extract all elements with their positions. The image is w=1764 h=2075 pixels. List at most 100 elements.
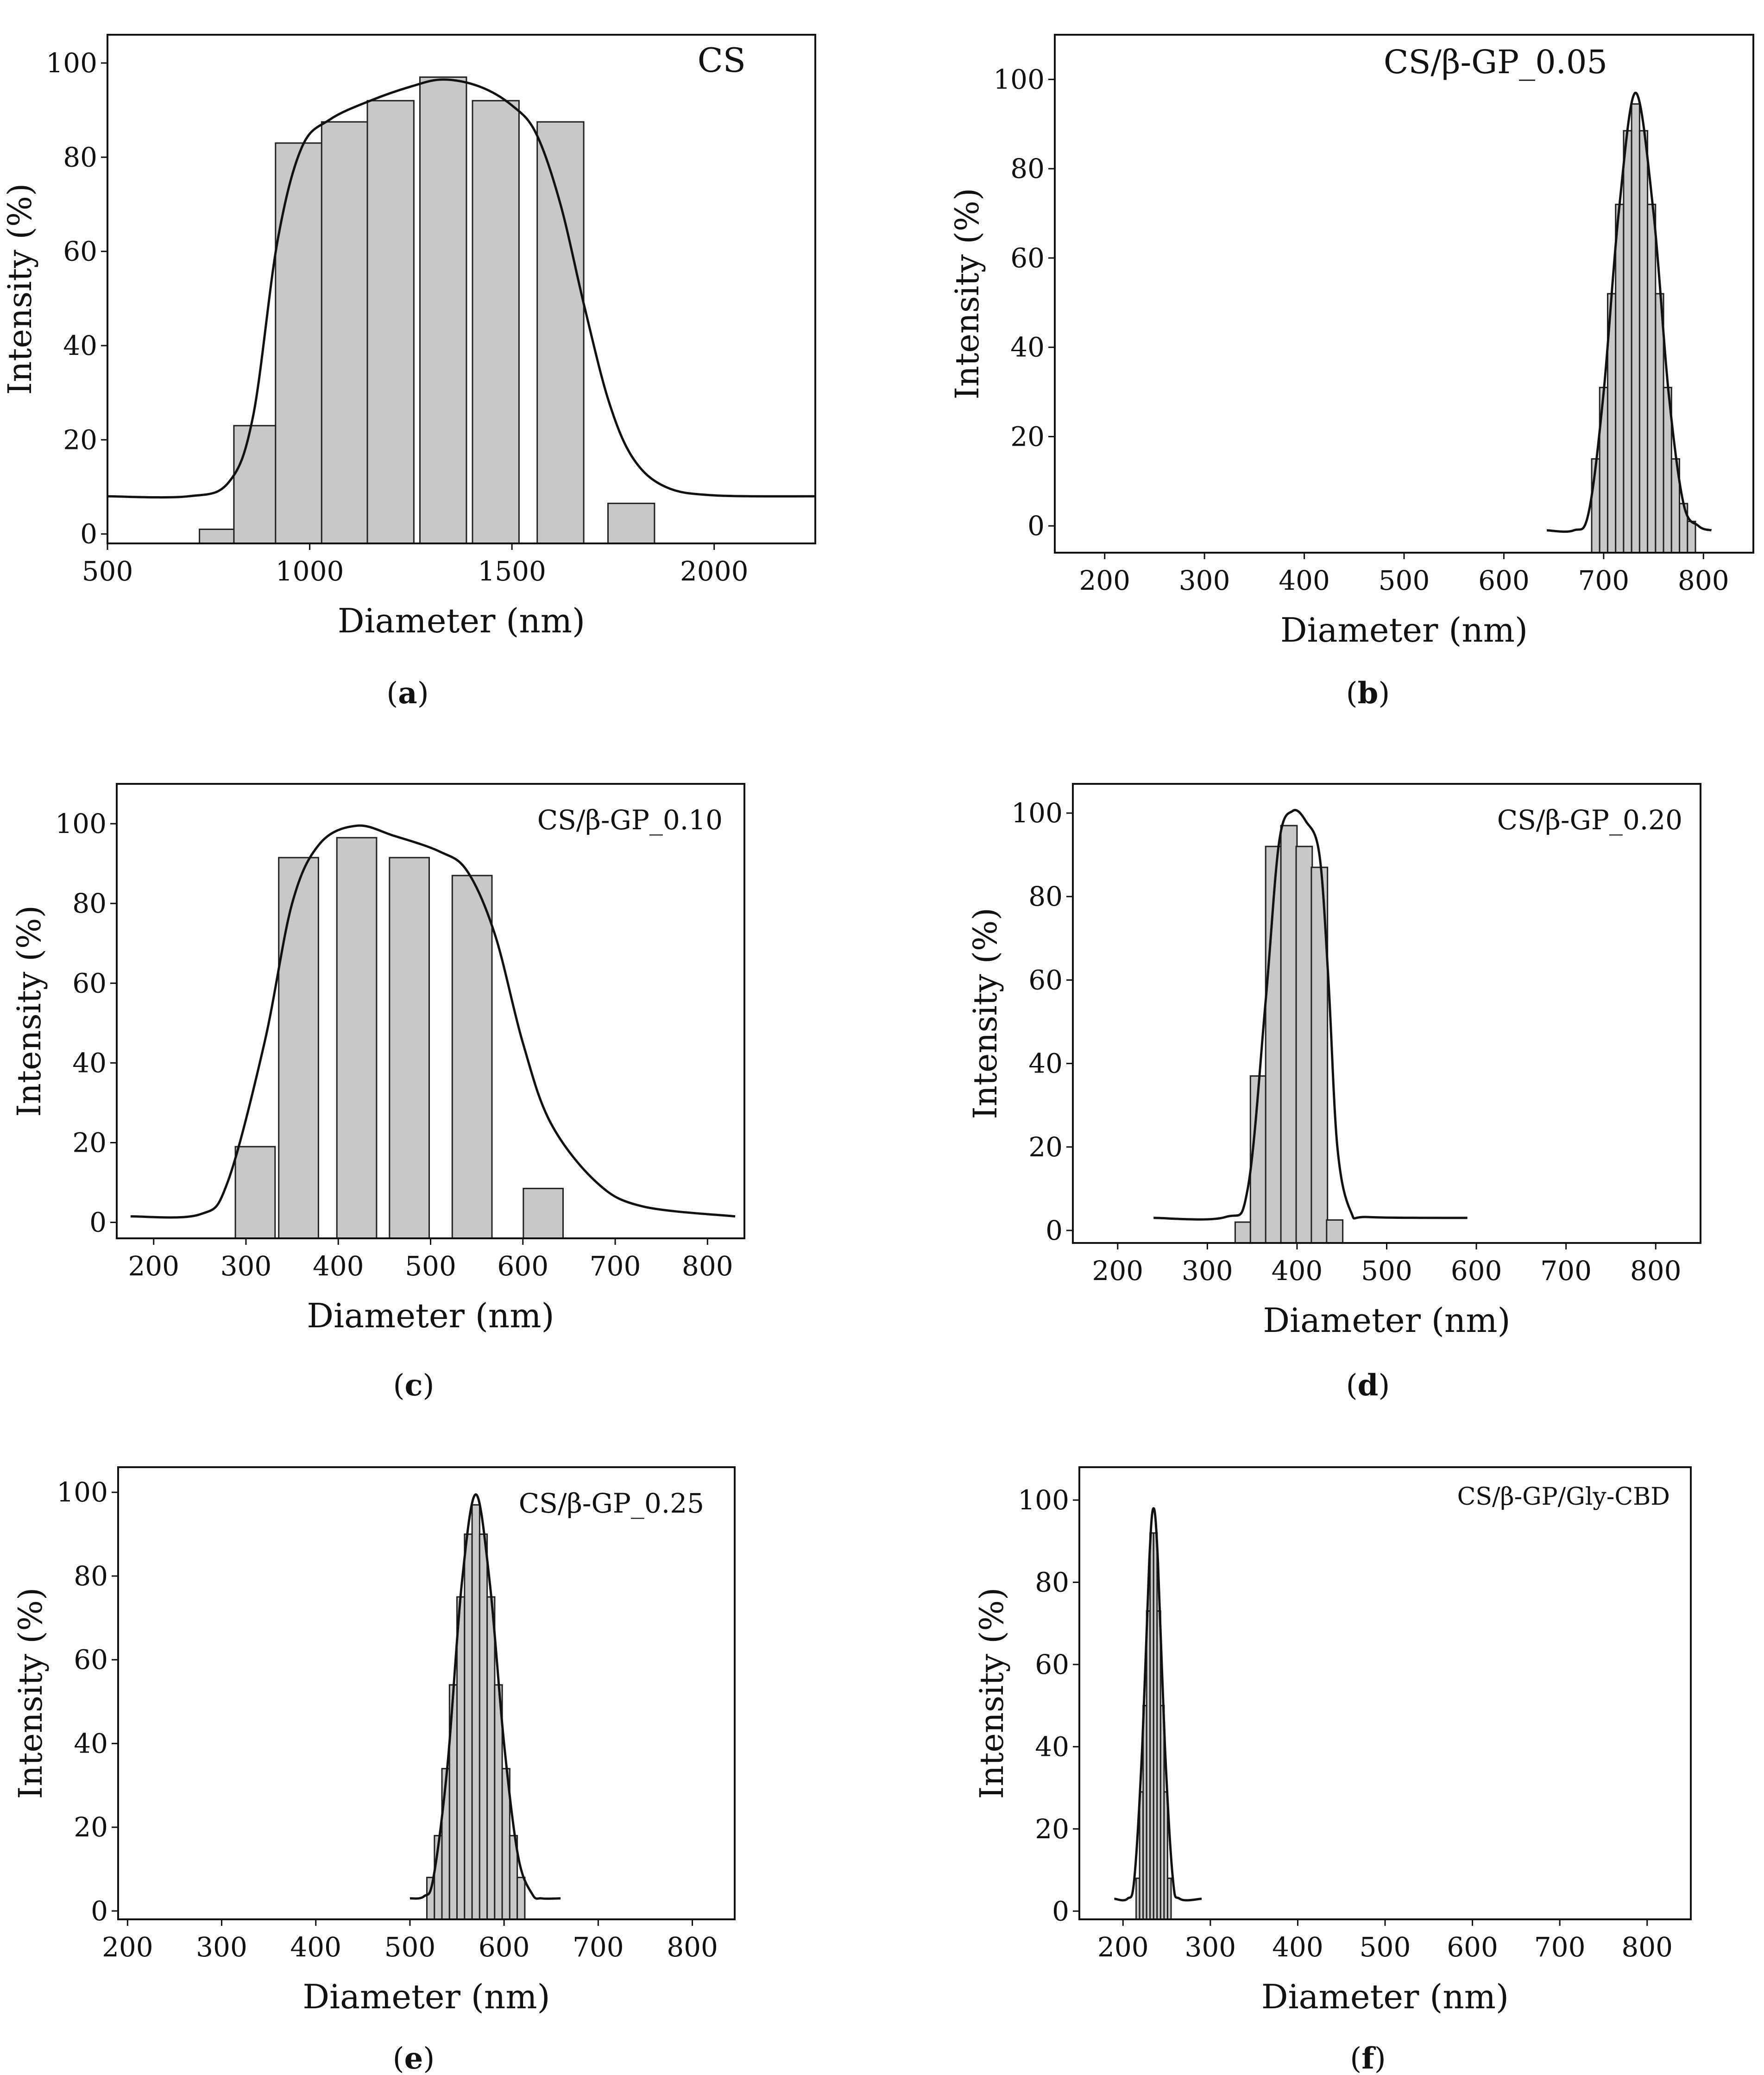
bar-10 xyxy=(1167,1877,1172,1919)
panel-caption: (b) xyxy=(1346,676,1390,711)
x-tick-label: 400 xyxy=(290,1931,341,1963)
panel-caption: (d) xyxy=(1346,1368,1390,1403)
fit-curve xyxy=(1114,1507,1202,1902)
x-tick-label: 700 xyxy=(1540,1255,1592,1287)
x-axis-title: Diameter (nm) xyxy=(338,601,585,640)
bars xyxy=(1234,825,1344,1243)
y-tick-label: 100 xyxy=(46,47,97,79)
y-axis: 0 20 40 60 80 100 xyxy=(46,47,107,550)
x-tick-label: 600 xyxy=(1478,565,1530,596)
chart-title: CS xyxy=(698,41,746,80)
chart-panel-a: 500 1000 1500 2000 0 20 40 60 80 100 Diameter (nm)… xyxy=(1,34,816,711)
bar-3 xyxy=(336,837,378,1238)
chart-panel-e: 200 300 400 500 600 700 800 0 20 40 60 80 100 Diamete… xyxy=(12,1466,736,2075)
plot-frame xyxy=(1072,783,1701,1244)
x-tick-label: 2000 xyxy=(680,555,749,587)
y-axis: 0 20 40 60 80 100 xyxy=(1018,1484,1079,1927)
x-axis: 200 300 400 500 600 700 800 xyxy=(1092,1243,1682,1287)
bar-4 xyxy=(321,121,369,543)
y-tick-label: 80 xyxy=(1010,153,1045,184)
y-tick-label: 20 xyxy=(74,1811,108,1843)
y-axis-title: Intensity (%) xyxy=(10,905,48,1117)
x-axis: 200 300 400 500 600 700 800 xyxy=(102,1919,718,1963)
x-axis-title: Diameter (nm) xyxy=(1263,1301,1510,1340)
panel-letter: a xyxy=(398,676,417,711)
bar-9 xyxy=(486,1596,496,1919)
bar-6 xyxy=(1631,103,1640,553)
bar-4 xyxy=(389,857,430,1238)
panel-caption: (a) xyxy=(386,676,428,711)
x-tick-label: 200 xyxy=(1079,565,1130,596)
y-tick-label: 80 xyxy=(74,1560,108,1592)
bar-2 xyxy=(1249,1075,1267,1243)
panel-letter: c xyxy=(405,1368,423,1403)
y-tick-label: 40 xyxy=(72,1047,107,1078)
x-tick-label: 800 xyxy=(1621,1931,1673,1963)
y-tick-label: 20 xyxy=(72,1127,107,1158)
x-tick-label: 500 xyxy=(1361,1255,1412,1287)
x-tick-label: 800 xyxy=(682,1250,733,1282)
panel-letter: b xyxy=(1358,676,1379,711)
x-tick-label: 300 xyxy=(220,1250,272,1282)
panel-letter: e xyxy=(404,2041,423,2075)
bar-5 xyxy=(456,1596,466,1919)
y-tick-label: 100 xyxy=(1018,1484,1069,1516)
x-tick-label: 1500 xyxy=(478,555,546,587)
fit-curve xyxy=(107,78,815,499)
x-tick-label: 800 xyxy=(1678,565,1729,596)
y-axis-title: Intensity (%) xyxy=(948,188,986,400)
chart-title: CS/β-GP_0.25 xyxy=(519,1488,704,1519)
y-tick-label: 60 xyxy=(1010,242,1045,274)
x-tick-label: 400 xyxy=(1272,1255,1323,1287)
bar-8 xyxy=(1647,203,1657,553)
x-tick-label: 800 xyxy=(667,1931,718,1963)
y-tick-label: 40 xyxy=(1010,332,1045,363)
x-tick-label: 200 xyxy=(1097,1931,1149,1963)
y-tick-label: 0 xyxy=(89,1207,107,1238)
y-tick-label: 40 xyxy=(1028,1048,1063,1079)
x-tick-label: 200 xyxy=(1092,1255,1143,1287)
chart-title: CS/β-GP_0.20 xyxy=(1497,804,1682,836)
chart-title: CS/β-GP/Gly-CBD xyxy=(1457,1483,1670,1511)
x-tick-label: 600 xyxy=(479,1931,530,1963)
x-tick-label: 500 xyxy=(1360,1931,1411,1963)
x-tick-label: 400 xyxy=(1272,1931,1323,1963)
y-axis-title: Intensity (%) xyxy=(1,183,39,395)
panel-caption: (f) xyxy=(1350,2041,1386,2075)
fit-curve xyxy=(1153,809,1468,1221)
bar-5 xyxy=(1623,130,1632,553)
bar-2 xyxy=(233,425,281,543)
bar-7 xyxy=(1638,130,1649,553)
bar-3 xyxy=(275,142,323,543)
x-tick-label: 300 xyxy=(1182,1255,1233,1287)
x-axis-title: Diameter (nm) xyxy=(302,1977,550,2016)
bars xyxy=(199,76,655,543)
bar-8 xyxy=(536,121,585,543)
x-axis: 500 1000 1500 2000 xyxy=(82,543,749,587)
x-axis-title: Diameter (nm) xyxy=(307,1296,554,1335)
bar-13 xyxy=(1687,521,1696,553)
chart-panel-d: 200 300 400 500 600 700 800 0 20 40 60 80 100 Diamete… xyxy=(966,783,1701,1403)
y-tick-label: 20 xyxy=(63,424,97,455)
bar-6 xyxy=(523,1187,564,1238)
y-tick-label: 0 xyxy=(1046,1215,1063,1246)
y-tick-label: 60 xyxy=(1028,964,1063,996)
bar-1 xyxy=(1234,1221,1252,1243)
bars xyxy=(426,1504,526,1919)
bar-5 xyxy=(366,100,415,543)
x-tick-label: 700 xyxy=(590,1250,641,1282)
bars xyxy=(234,837,564,1238)
plot-frame xyxy=(107,34,816,544)
bar-6 xyxy=(464,1533,473,1919)
x-tick-label: 600 xyxy=(497,1250,548,1282)
y-tick-label: 20 xyxy=(1010,421,1045,452)
y-tick-label: 20 xyxy=(1028,1131,1063,1163)
x-tick-label: 300 xyxy=(1184,1931,1236,1963)
chart-panel-f: 200 300 400 500 600 700 800 0 20 40 60 80 100 Diamete… xyxy=(973,1466,1692,2075)
y-tick-label: 60 xyxy=(1035,1649,1069,1680)
y-tick-label: 40 xyxy=(1035,1731,1069,1762)
bar-4 xyxy=(1615,203,1625,553)
x-tick-label: 600 xyxy=(1451,1255,1502,1287)
y-axis-title: Intensity (%) xyxy=(12,1588,50,1799)
y-tick-label: 60 xyxy=(63,236,97,267)
